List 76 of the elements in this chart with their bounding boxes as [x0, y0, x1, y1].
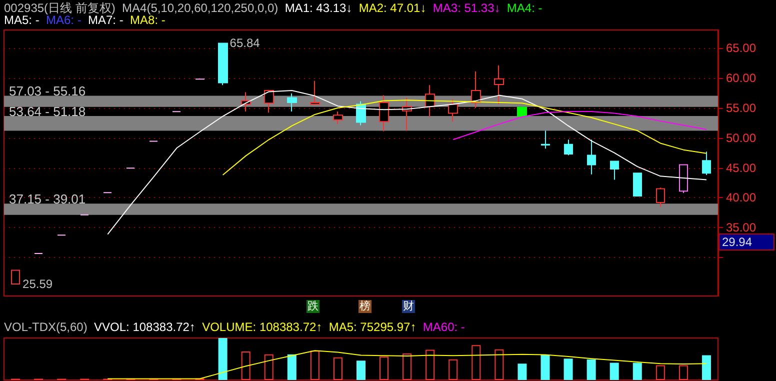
band-label: 53.64 - 51.18 — [9, 104, 86, 120]
bar — [310, 350, 320, 380]
bar — [564, 358, 573, 380]
text: VOLUME: 108383.72↑ — [202, 320, 322, 334]
candlestick — [656, 187, 665, 208]
text: MA5: - — [4, 13, 40, 27]
y-tick-label: 45.00 — [726, 160, 756, 175]
bar — [264, 354, 274, 380]
bar — [540, 354, 550, 380]
candlestick — [333, 110, 343, 125]
candlestick — [633, 172, 642, 198]
y-tick-label: 50.00 — [726, 130, 756, 145]
text: VVOL: 108383.72↑ — [94, 320, 196, 334]
annotation: 25.59 — [22, 277, 53, 292]
text: MA4(5,10,20,60,120,250,0,0) — [122, 1, 278, 15]
candlestick — [218, 42, 228, 86]
bar — [518, 364, 527, 380]
text: MA7: - — [88, 13, 124, 27]
bar — [472, 345, 481, 380]
y-tick-label: 55.00 — [726, 100, 756, 115]
bar — [287, 354, 296, 380]
candlestick — [610, 160, 619, 180]
text: MA8: - — [130, 13, 166, 27]
y-tick-label: 60.00 — [726, 70, 756, 85]
bar — [494, 349, 504, 380]
bar — [702, 355, 711, 380]
text: MA3: 51.33↓ — [432, 1, 500, 15]
text: 29.94 — [722, 235, 752, 249]
text: MA60: - — [422, 320, 465, 334]
text: 财 — [402, 300, 414, 312]
line-series — [222, 100, 707, 176]
band-label: 57.03 - 55.16 — [9, 84, 86, 99]
text: MA2: 47.01↓ — [358, 1, 426, 15]
text: MA6: - — [46, 13, 82, 27]
bar — [448, 359, 458, 380]
line-series — [452, 110, 707, 140]
candlestick — [264, 89, 274, 114]
candlestick — [587, 139, 596, 175]
text: 跌 — [308, 300, 319, 312]
bar — [333, 357, 342, 380]
candlestick — [379, 94, 389, 132]
bar — [656, 365, 665, 380]
text: VOL-TDX(5,60) — [4, 320, 88, 334]
y-tick-label: 40.00 — [726, 190, 756, 205]
bar — [380, 356, 389, 380]
bar — [586, 359, 596, 380]
candlestick — [448, 98, 458, 122]
bar — [678, 365, 688, 380]
bar — [610, 362, 619, 380]
band-label: 37.15 - 39.01 — [9, 192, 86, 207]
candlestick — [310, 80, 320, 105]
line-series — [107, 90, 707, 235]
bar — [426, 350, 435, 380]
candlestick — [356, 100, 366, 126]
text: MA4: - — [506, 1, 542, 15]
candlestick — [541, 130, 550, 150]
candlestick — [679, 164, 688, 194]
text: 榜 — [360, 300, 371, 312]
bar — [241, 351, 250, 380]
candlestick — [517, 106, 527, 117]
text: MA1: 43.13↓ — [284, 1, 352, 15]
y-tick-label: 35.00 — [726, 220, 756, 235]
bar — [356, 360, 366, 380]
candlestick — [11, 270, 20, 285]
candlestick — [564, 139, 573, 156]
annotation: 65.84 — [230, 36, 260, 50]
y-tick-label: 65.00 — [726, 40, 756, 55]
candlestick — [702, 151, 711, 176]
bar — [632, 362, 642, 380]
candlestick — [425, 84, 435, 118]
candlestick — [287, 93, 297, 112]
bar — [402, 354, 412, 380]
candlestick — [494, 64, 504, 105]
bar — [218, 338, 228, 380]
chart-title: 002935(日线 前复权) — [4, 1, 116, 15]
text: MA5: 75295.97↑ — [328, 320, 416, 334]
